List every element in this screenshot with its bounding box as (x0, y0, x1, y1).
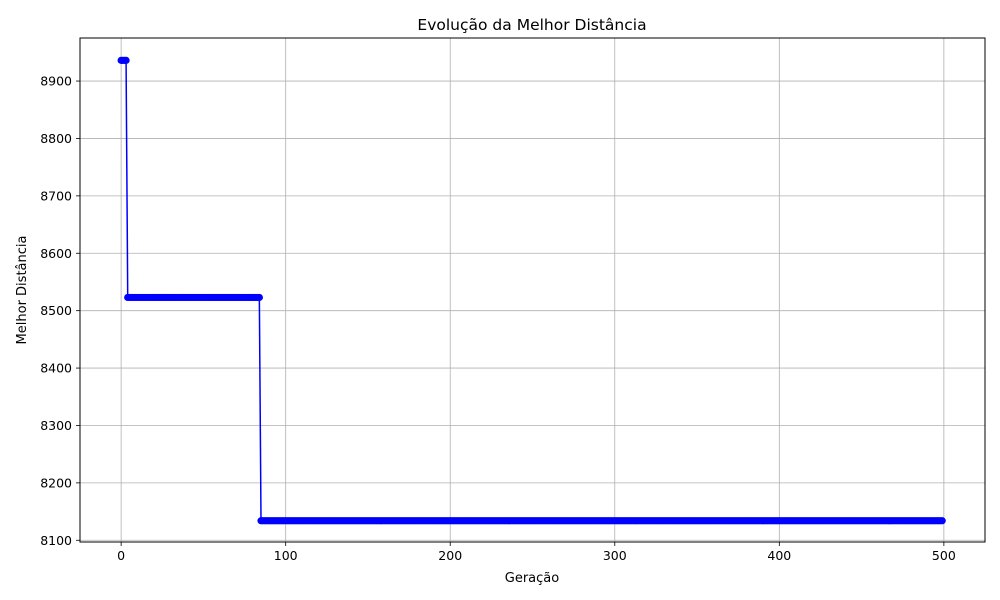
y-tick-label: 8300 (40, 418, 72, 433)
y-tick-label: 8700 (40, 188, 72, 203)
y-tick-label: 8900 (40, 74, 72, 89)
data-point (255, 293, 263, 302)
x-tick-label: 0 (117, 548, 125, 563)
y-tick-label: 8400 (40, 361, 72, 376)
y-tick-label: 8200 (40, 475, 72, 490)
data-point (122, 56, 130, 64)
x-axis-label: Geração (505, 571, 559, 586)
series-layer (117, 56, 946, 525)
data-point (938, 517, 946, 525)
ticks: 0 100 200 300 400 500 8100 8200 8300 8400 8500 8600… (40, 74, 956, 563)
x-tick-label: 200 (438, 548, 462, 563)
y-axis-label: Melhor Distância (15, 236, 30, 345)
y-tick-label: 8800 (40, 131, 72, 146)
y-tick-label: 8500 (40, 303, 72, 318)
x-tick-label: 300 (603, 548, 627, 563)
x-tick-label: 100 (274, 548, 298, 563)
y-tick-label: 8600 (40, 246, 72, 261)
plot-frame (79, 37, 986, 543)
y-tick-label: 8100 (40, 533, 72, 548)
chart-title: Evolução da Melhor Distância (417, 16, 646, 34)
grid (80, 38, 985, 542)
x-tick-label: 400 (767, 548, 791, 563)
x-tick-label: 500 (932, 548, 956, 563)
